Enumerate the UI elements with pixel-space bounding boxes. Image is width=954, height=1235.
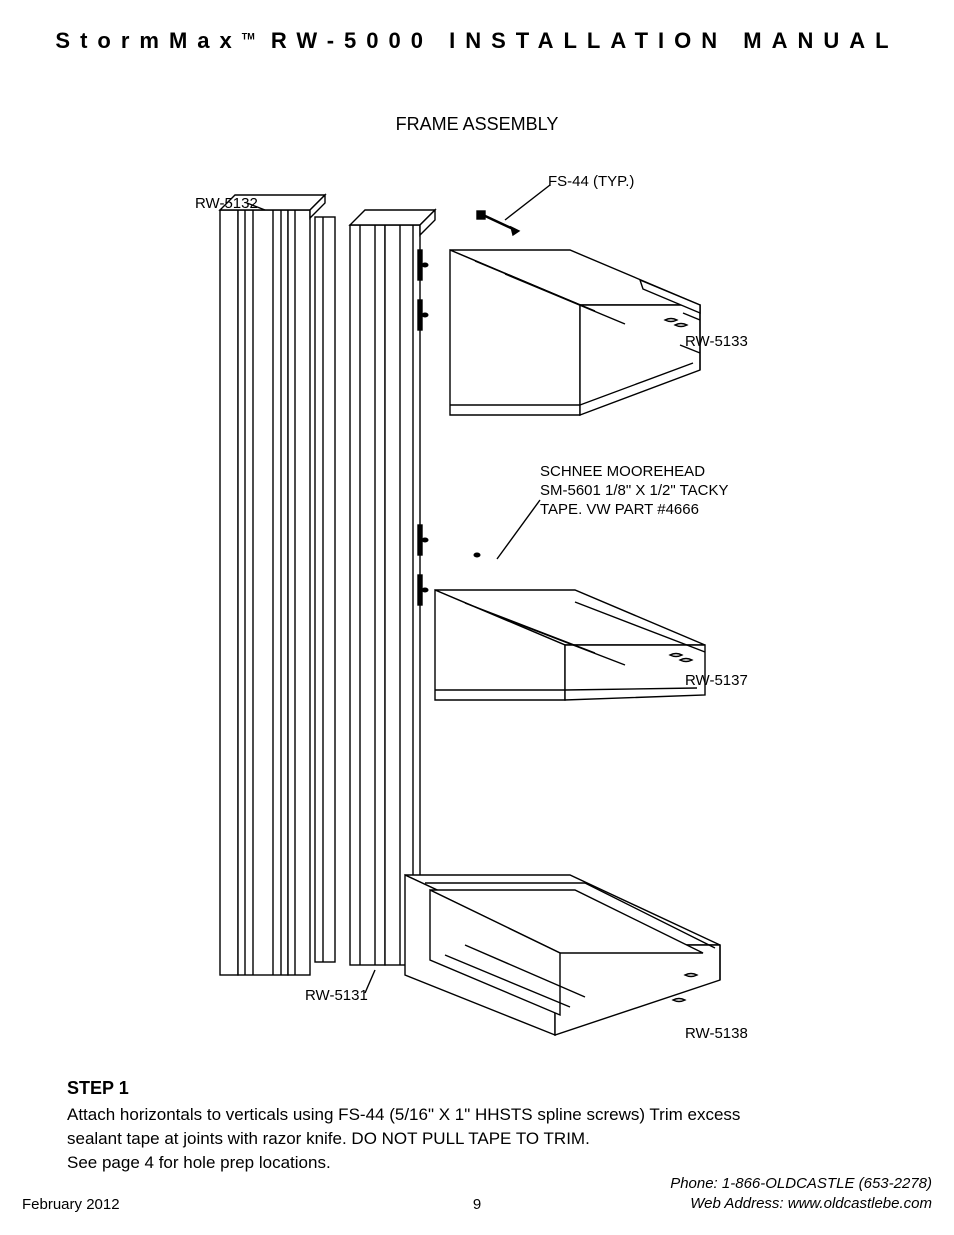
- callout-tape-line2: SM-5601 1/8" X 1/2" TACKY: [540, 482, 729, 501]
- trademark: TM: [242, 32, 255, 42]
- step-line-3: See page 4 for hole prep locations.: [67, 1151, 887, 1175]
- callout-rw5132: RW-5132: [195, 195, 258, 214]
- footer-contact: Phone: 1-866-OLDCASTLE (653-2278) Web Ad…: [670, 1174, 932, 1213]
- callout-fs44: FS-44 (TYP.): [548, 173, 634, 192]
- step-line-1: Attach horizontals to verticals using FS…: [67, 1103, 887, 1127]
- frame-assembly-diagram: FS-44 (TYP.) RW-5132 RW-5133 SCHNEE MOOR…: [175, 155, 775, 1045]
- section-heading: FRAME ASSEMBLY: [0, 114, 954, 135]
- step-text: Attach horizontals to verticals using FS…: [67, 1103, 887, 1174]
- footer-phone: Phone: 1-866-OLDCASTLE (653-2278): [670, 1174, 932, 1194]
- callout-rw5133: RW-5133: [685, 333, 748, 352]
- callout-tape-line1: SCHNEE MOOREHEAD: [540, 463, 729, 482]
- step-line-2: sealant tape at joints with razor knife.…: [67, 1127, 887, 1151]
- callout-rw5138: RW-5138: [685, 1025, 748, 1044]
- step-block: STEP 1 Attach horizontals to verticals u…: [67, 1078, 887, 1174]
- callout-rw5137: RW-5137: [685, 672, 748, 691]
- page-header: StormMaxTM RW-5000 INSTALLATION MANUAL: [0, 28, 954, 54]
- footer-web: Web Address: www.oldcastlebe.com: [670, 1194, 932, 1214]
- brand-prefix: StormMax: [55, 28, 241, 53]
- callout-rw5131: RW-5131: [305, 987, 368, 1006]
- callout-tape-line3: TAPE. VW PART #4666: [540, 501, 729, 520]
- step-title: STEP 1: [67, 1078, 887, 1099]
- callout-tape: SCHNEE MOOREHEAD SM-5601 1/8" X 1/2" TAC…: [540, 463, 729, 519]
- brand-suffix: RW-5000 INSTALLATION MANUAL: [255, 28, 899, 53]
